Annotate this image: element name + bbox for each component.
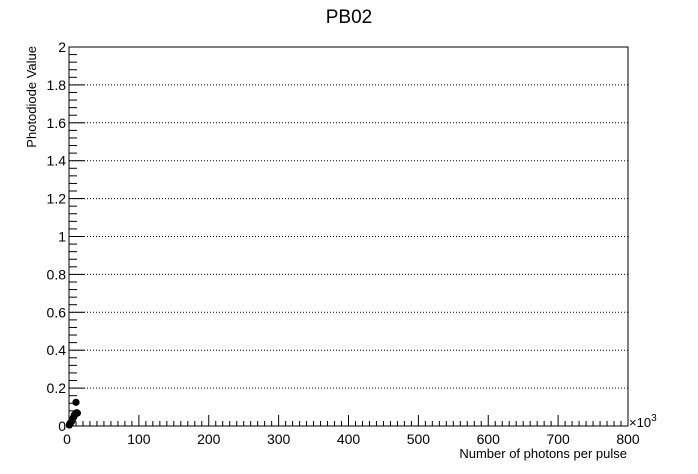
x-axis-multiplier-exponent: 3: [651, 413, 657, 424]
y-axis-label: Photodiode Value: [24, 46, 39, 148]
x-axis: 0 100 200 300 400 500 600 700 800: [63, 415, 640, 447]
y-tick-label: 1: [58, 229, 66, 245]
x-tick-label: 700: [546, 431, 570, 447]
y-tick-label: 1.8: [47, 77, 67, 93]
x-tick-label: 600: [477, 431, 501, 447]
x-tick-label: 100: [127, 431, 151, 447]
y-tick-label: 0.4: [47, 342, 67, 358]
x-axis-multiplier-base: ×10: [629, 415, 651, 430]
x-axis-multiplier: ×103: [629, 413, 657, 430]
x-tick-label: 400: [337, 431, 361, 447]
data-point: [72, 398, 80, 406]
y-axis: 0 0.2 0.4 0.6 0.8 1 1.2 1.4 1.6 1.8 2: [47, 39, 85, 434]
y-tick-label: 1.6: [47, 115, 67, 131]
x-tick-label: 200: [197, 431, 221, 447]
y-tick-label: 0.6: [47, 304, 67, 320]
grid-lines: [69, 84, 628, 389]
y-tick-label: 1.2: [47, 191, 67, 207]
y-tick-label: 0.8: [47, 266, 67, 282]
x-tick-label: 300: [267, 431, 291, 447]
x-tick-label: 0: [63, 431, 71, 447]
y-tick-label: 2: [58, 39, 66, 55]
x-tick-label: 800: [616, 431, 640, 447]
x-axis-label: Number of photons per pulse: [459, 446, 627, 461]
x-tick-label: 500: [407, 431, 431, 447]
y-tick-label: 0: [58, 418, 66, 434]
data-point: [73, 409, 81, 417]
chart-title: PB02: [326, 7, 372, 28]
y-tick-label: 1.4: [47, 153, 67, 169]
data-points: [65, 398, 81, 429]
y-tick-label: 0.2: [47, 380, 67, 396]
